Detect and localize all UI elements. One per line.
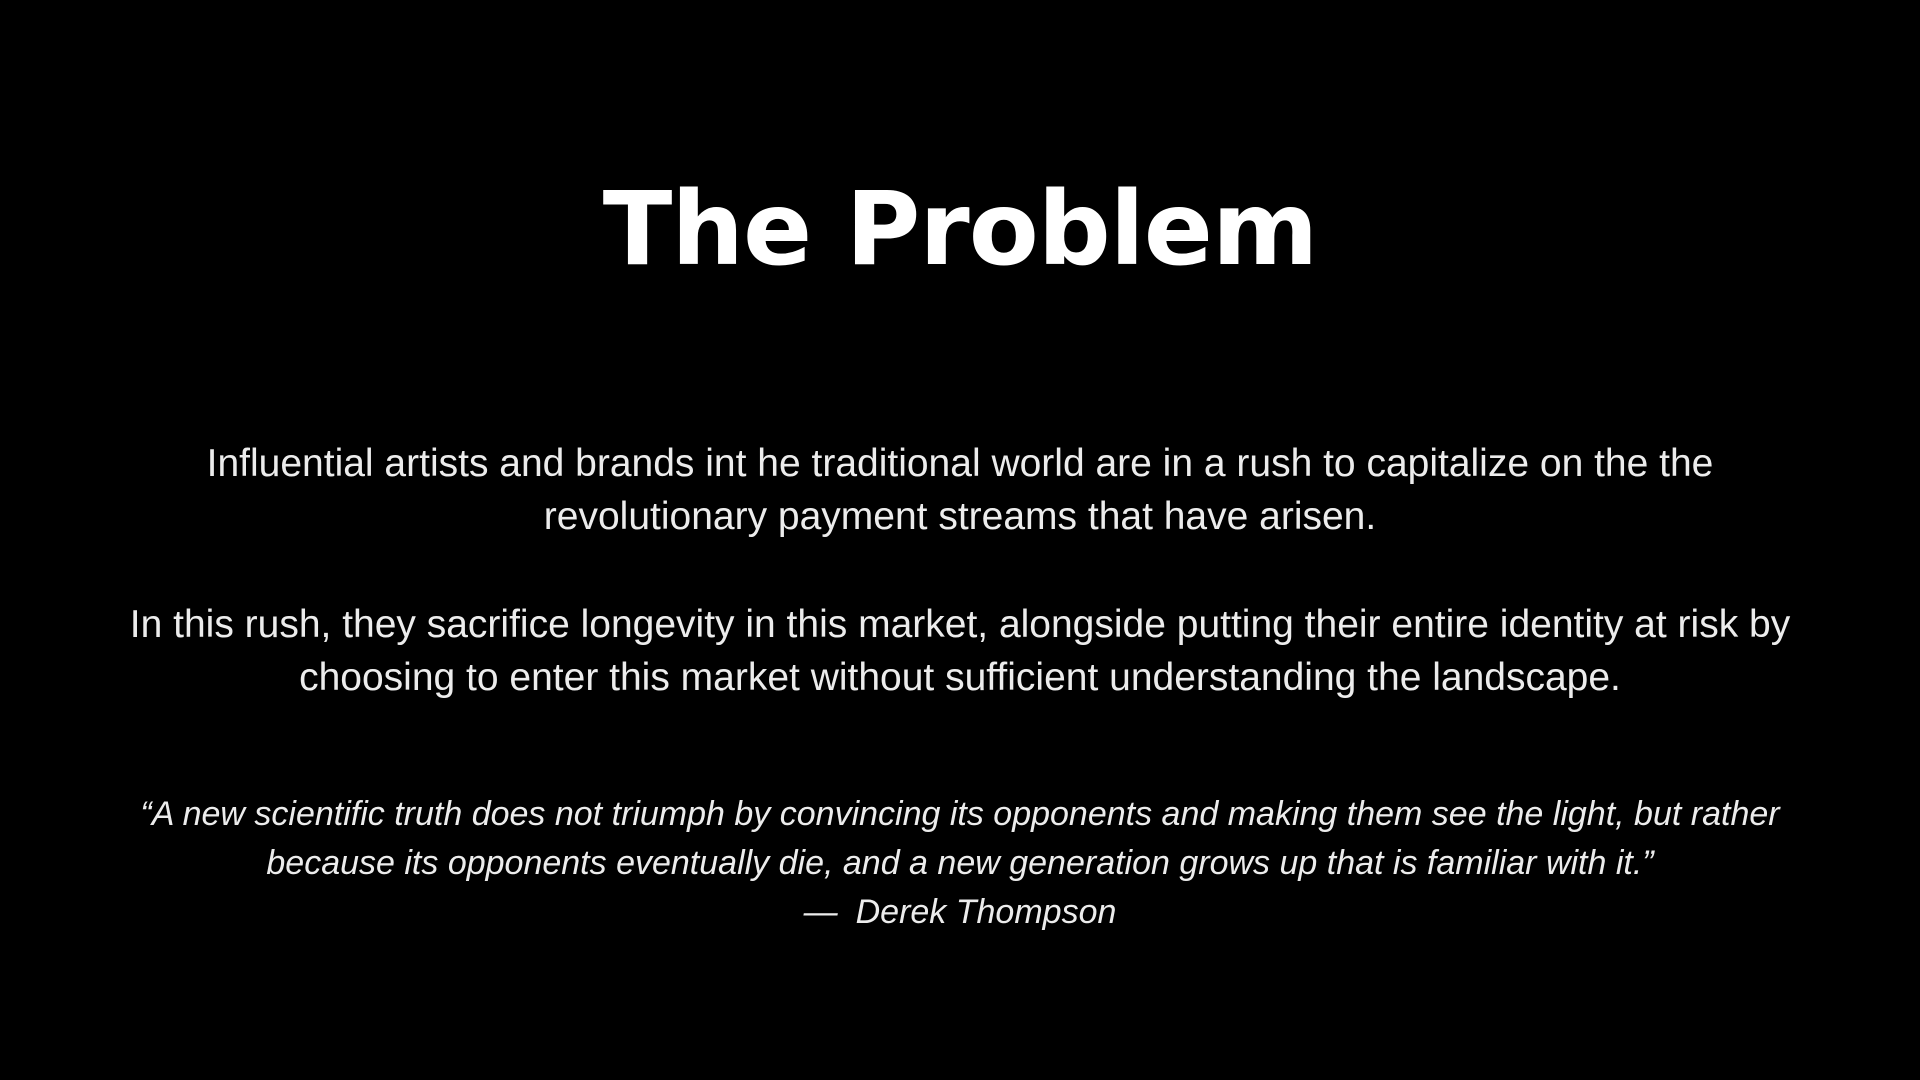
quote-text: “A new scientific truth does not triumph… — [140, 795, 1780, 882]
paragraph-problem-detail: In this rush, they sacrifice longevity i… — [129, 603, 1791, 699]
paragraph-problem-intro: Influential artists and brands int he tr… — [206, 442, 1714, 538]
quote-attribution: — Derek Thompson — [0, 888, 1920, 937]
slide-title: The Problem — [602, 170, 1318, 289]
attribution-name: Derek Thompson — [855, 893, 1117, 931]
attribution-dash: — — [803, 893, 838, 931]
